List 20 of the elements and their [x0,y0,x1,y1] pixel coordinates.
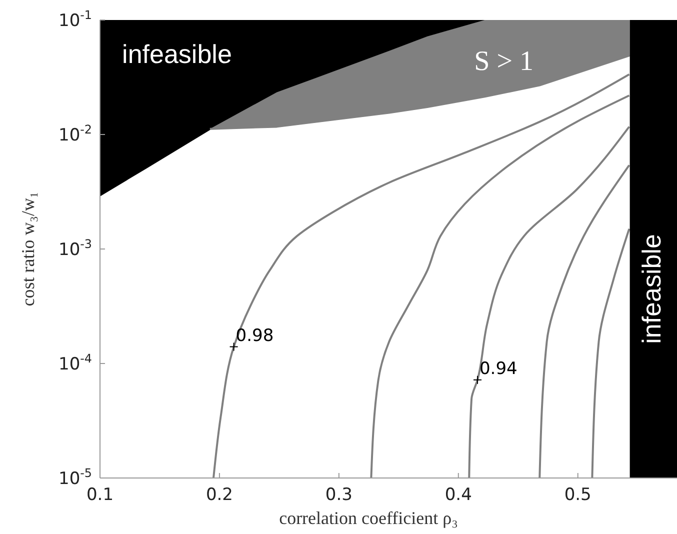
annotation: 0.98 [236,326,274,346]
band-label: infeasible [636,234,666,344]
line-series [370,94,630,478]
x-tick-label: 0.3 [325,485,352,505]
line-series [212,73,630,478]
line-series [591,228,630,478]
y-axis-title: cost ratio w₃/w₁ [18,192,38,306]
y-tick-label: 10$^{-3}$ [58,237,92,260]
x-tick-label: 0.2 [206,485,233,505]
line-series [468,126,630,478]
x-tick-label: 0.5 [564,485,592,505]
y-tick-label: 10$^{-4}$ [58,352,92,374]
series-label: infeasible [122,38,232,69]
y-tick-label: 10$^{-2}$ [58,122,92,146]
y-tick-label: 10$^{-1}$ [58,8,92,31]
line-series [538,164,630,478]
series-label: S > 1 [474,46,534,77]
annotation: 0.94 [480,358,518,379]
x-axis-title: correlation coefficient ρ₃ [279,508,458,528]
x-tick-label: 0.4 [444,485,472,505]
